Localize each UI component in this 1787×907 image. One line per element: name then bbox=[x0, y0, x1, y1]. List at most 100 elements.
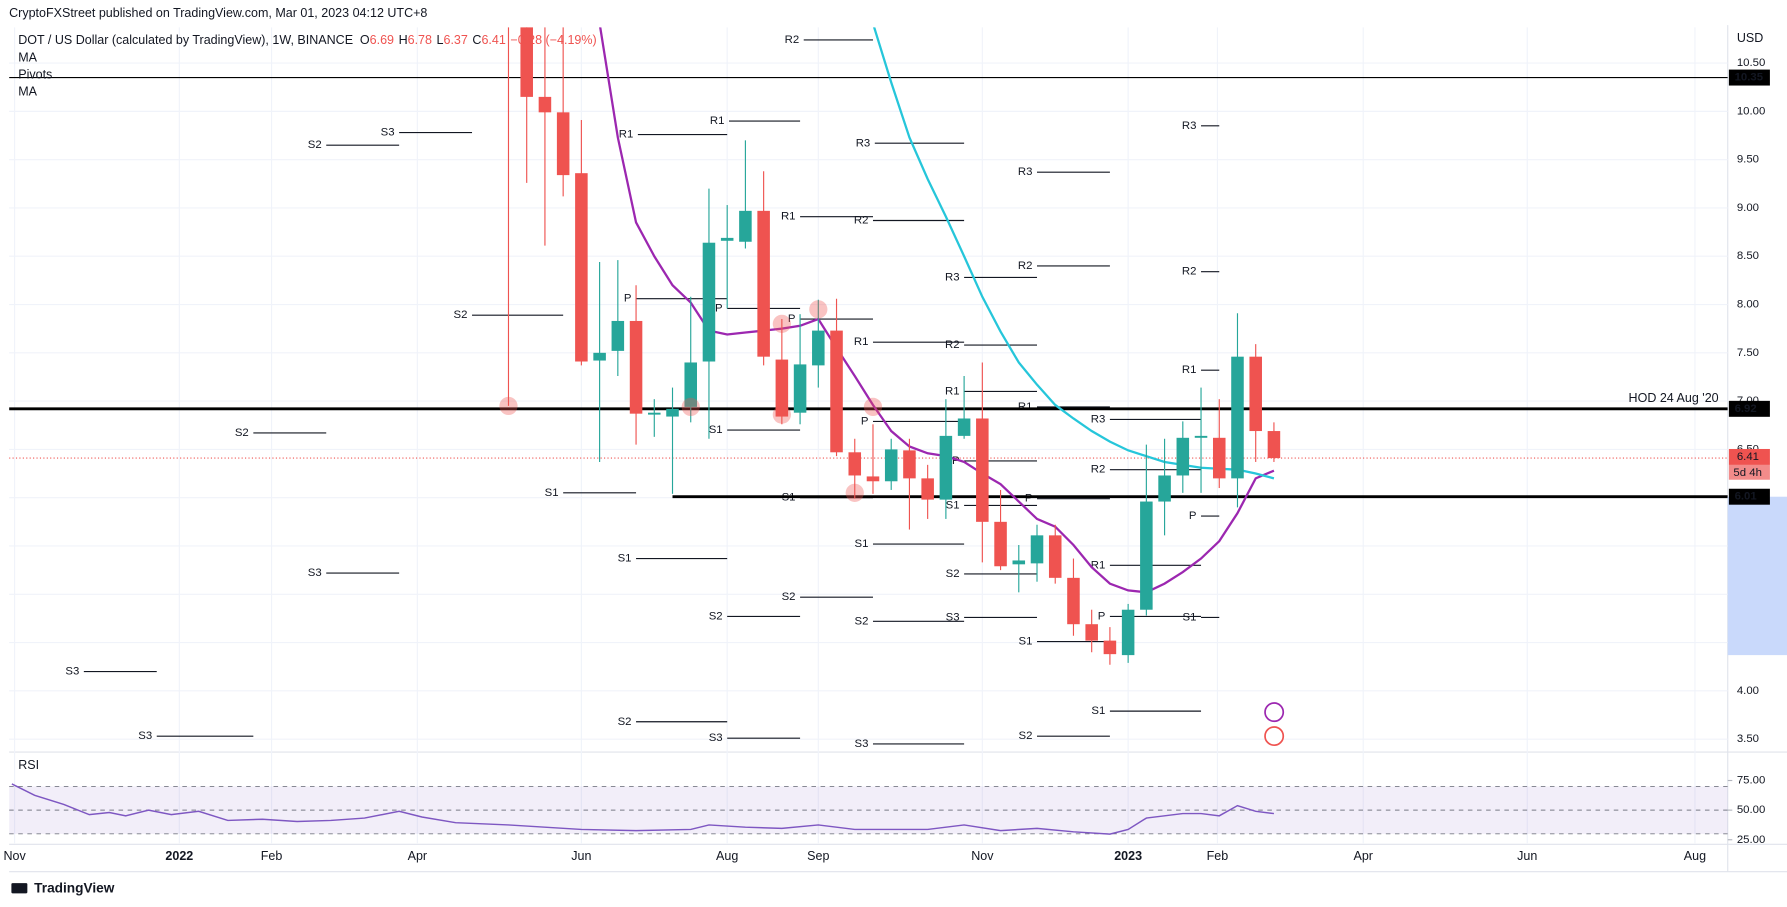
axes: 3.504.004.505.005.506.006.507.007.508.00… bbox=[3, 57, 1787, 863]
candle-body bbox=[1048, 535, 1062, 578]
pivot-label: R3 bbox=[1182, 120, 1197, 132]
candle-body bbox=[648, 412, 661, 415]
candle-body bbox=[702, 242, 716, 362]
x-tick-label: Feb bbox=[261, 849, 283, 863]
countdown-tag bbox=[1728, 464, 1770, 480]
candle-body bbox=[1067, 577, 1080, 625]
x-tick-label: Apr bbox=[408, 849, 427, 863]
candle-body bbox=[757, 210, 770, 357]
price-tag-label: 10.35 bbox=[1735, 72, 1764, 84]
x-tick-label: Jun bbox=[571, 849, 591, 863]
touch-point bbox=[809, 300, 828, 319]
candle-body bbox=[520, 27, 533, 97]
pivot-label: R3 bbox=[1018, 166, 1033, 178]
ohlc-key: O bbox=[360, 33, 370, 47]
x-tick-label: Nov bbox=[971, 849, 994, 863]
legend-item: MA bbox=[18, 85, 37, 99]
pivot-label: R2 bbox=[1091, 464, 1106, 476]
rsi-title: RSI bbox=[18, 758, 39, 772]
pivot-label: S3 bbox=[709, 732, 723, 744]
change: −0.28 (−4.19%) bbox=[510, 33, 596, 47]
last-price-label: 6.41 bbox=[1737, 451, 1759, 463]
currency: USD bbox=[1737, 31, 1763, 45]
touch-point bbox=[772, 405, 791, 424]
candle-body bbox=[1176, 437, 1190, 476]
moving-average bbox=[872, 27, 1275, 480]
pivot-label: S1 bbox=[946, 499, 960, 511]
pivot-label: P bbox=[624, 293, 632, 305]
y-tick-label: 3.50 bbox=[1737, 733, 1759, 745]
pivot-label: S2 bbox=[709, 610, 723, 622]
rsi-tick-label: 75.00 bbox=[1737, 775, 1765, 787]
x-tick-label: Feb bbox=[1207, 849, 1229, 863]
y-tick-label: 10.00 bbox=[1737, 105, 1765, 117]
ohlc-value: 6.78 bbox=[408, 33, 432, 47]
ohlc-key: H bbox=[399, 33, 408, 47]
pivot-label: R1 bbox=[710, 115, 725, 127]
x-tick-label: 2022 bbox=[165, 849, 193, 863]
candle-body bbox=[1140, 501, 1153, 610]
x-tick-label: Aug bbox=[1684, 849, 1706, 863]
ohlc-value: 6.37 bbox=[444, 33, 468, 47]
candle-body bbox=[1012, 560, 1026, 565]
candle-body bbox=[629, 320, 643, 414]
pivot-label: P bbox=[715, 302, 723, 314]
candle-body bbox=[684, 362, 698, 407]
pivot-label: S2 bbox=[454, 309, 468, 321]
ohlc-key: L bbox=[437, 33, 444, 47]
x-tick-label: Nov bbox=[3, 849, 26, 863]
candle-body bbox=[593, 352, 606, 361]
countdown-label: 5d 4h bbox=[1733, 467, 1761, 479]
touch-point bbox=[499, 396, 518, 416]
pivot-label: R1 bbox=[945, 385, 960, 397]
price-tag-label: 6.01 bbox=[1735, 491, 1758, 503]
x-tick-label: Apr bbox=[1353, 849, 1372, 863]
pivot-label: R1 bbox=[1018, 401, 1033, 413]
candle-body bbox=[1085, 624, 1098, 641]
pivot-label: R1 bbox=[854, 336, 869, 348]
pivot-label: P bbox=[861, 415, 869, 427]
rsi-tick-label: 25.00 bbox=[1737, 834, 1765, 846]
pivot-label: S1 bbox=[1091, 705, 1105, 717]
pivot-label: S2 bbox=[618, 716, 632, 728]
y-tick-label: 4.00 bbox=[1737, 685, 1759, 697]
candle-body bbox=[1231, 356, 1244, 479]
last-price-tag bbox=[1728, 448, 1770, 465]
candle-body bbox=[848, 452, 862, 476]
pivot-label: S1 bbox=[545, 487, 559, 499]
pivot-label: R2 bbox=[1182, 266, 1197, 278]
logo-icon bbox=[11, 883, 28, 894]
pivot-label: S2 bbox=[308, 139, 322, 151]
price-tag bbox=[1728, 69, 1770, 86]
candle-body bbox=[994, 521, 1007, 567]
candle-body bbox=[1267, 431, 1281, 459]
touch-point bbox=[681, 397, 700, 417]
x-tick-label: Jun bbox=[1517, 849, 1537, 863]
candle-body bbox=[1103, 640, 1117, 655]
pivot-label: S2 bbox=[1019, 730, 1033, 742]
y-tick-label: 7.50 bbox=[1737, 347, 1759, 359]
candle-body bbox=[903, 450, 916, 479]
candle-body bbox=[556, 112, 570, 176]
event-icon bbox=[1264, 726, 1285, 747]
candle-body bbox=[1194, 435, 1208, 438]
pivot-label: S3 bbox=[308, 567, 322, 579]
candle-body bbox=[921, 478, 934, 500]
candle-body bbox=[830, 330, 843, 453]
header: CryptoFXStreet published on TradingView.… bbox=[9, 6, 427, 20]
candle-body bbox=[1249, 356, 1262, 432]
pivot-label: R1 bbox=[781, 211, 796, 223]
pivot-label: S2 bbox=[855, 615, 869, 627]
candle-body bbox=[775, 359, 789, 417]
y-tick-label: 9.00 bbox=[1737, 202, 1759, 214]
touch-point bbox=[772, 314, 791, 333]
y-tick-label: 10.50 bbox=[1737, 57, 1765, 69]
candle-body bbox=[1212, 437, 1226, 479]
pivot-label: R1 bbox=[1182, 364, 1197, 376]
ohlc-key: C bbox=[472, 33, 481, 47]
pivot-label: S3 bbox=[855, 738, 869, 750]
legend-item: Pivots bbox=[18, 68, 52, 82]
price-tag bbox=[1728, 400, 1770, 417]
candle-body bbox=[884, 449, 898, 482]
